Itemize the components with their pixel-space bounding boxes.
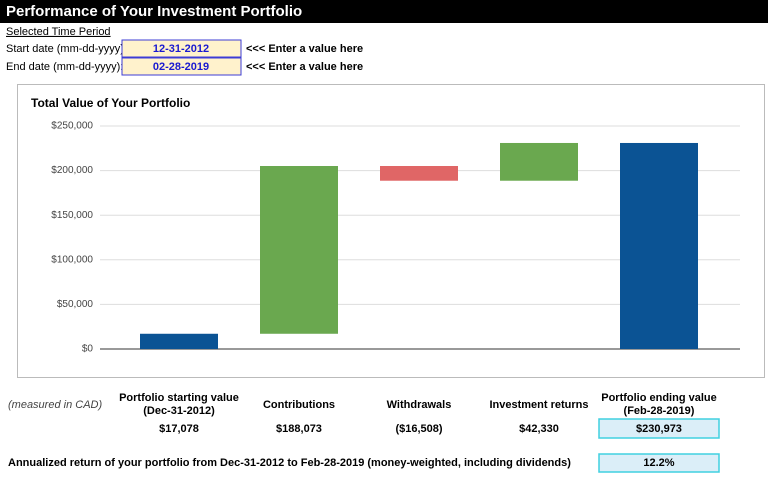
category-cell: Portfolio ending value (Feb-28-2019) — [601, 392, 717, 417]
start-label: Start date (mm-dd-yyyy): — [6, 43, 127, 55]
value-label: $188,073 — [276, 423, 322, 435]
y-tick-label: $200,000 — [51, 165, 93, 176]
value-label: $42,330 — [519, 423, 559, 435]
bar — [380, 166, 458, 181]
y-tick-label: $100,000 — [51, 254, 93, 265]
start-hint: <<< Enter a value here — [246, 43, 363, 55]
y-tick-label: $0 — [82, 344, 94, 355]
category-label: Investment returns — [489, 398, 589, 411]
category-cell: Withdrawals — [386, 398, 452, 411]
bar — [140, 333, 218, 349]
start-value[interactable]: 12-31-2012 — [153, 43, 209, 55]
category-cell: Investment returns — [489, 398, 589, 411]
value-label: $17,078 — [159, 423, 199, 435]
chart-title: Total Value of Your Portfolio — [31, 96, 190, 110]
y-tick-label: $150,000 — [51, 210, 93, 221]
header-bar — [0, 0, 768, 23]
annualized-label: Annualized return of your portfolio from… — [8, 457, 571, 469]
category-label: Withdrawals — [386, 398, 452, 411]
value-label: ($16,508) — [395, 423, 442, 435]
category-label: Contributions — [262, 398, 336, 411]
annualized-box — [598, 453, 720, 473]
category-label: Portfolio ending value (Feb-28-2019) — [601, 392, 717, 417]
value-label: $230,973 — [636, 423, 682, 435]
category-cell: Portfolio starting value (Dec-31-2012) — [119, 392, 239, 417]
header-title: Performance of Your Investment Portfolio — [6, 3, 302, 20]
start-input[interactable] — [121, 39, 242, 58]
total-box — [598, 418, 720, 439]
end-hint: <<< Enter a value here — [246, 61, 363, 73]
bar — [500, 142, 578, 181]
y-tick-label: $50,000 — [57, 299, 94, 310]
end-label: End date (mm-dd-yyyy): — [6, 61, 123, 73]
end-value[interactable]: 02-28-2019 — [153, 61, 209, 73]
bar — [620, 142, 698, 349]
end-input[interactable] — [121, 57, 242, 76]
category-cell: Contributions — [262, 398, 336, 411]
annualized-value: 12.2% — [643, 457, 674, 469]
y-tick-label: $250,000 — [51, 121, 93, 132]
currency-note: (measured in CAD) — [8, 399, 102, 411]
category-label: Portfolio starting value (Dec-31-2012) — [119, 392, 239, 417]
bar — [260, 166, 338, 334]
period-label: Selected Time Period — [6, 26, 111, 38]
